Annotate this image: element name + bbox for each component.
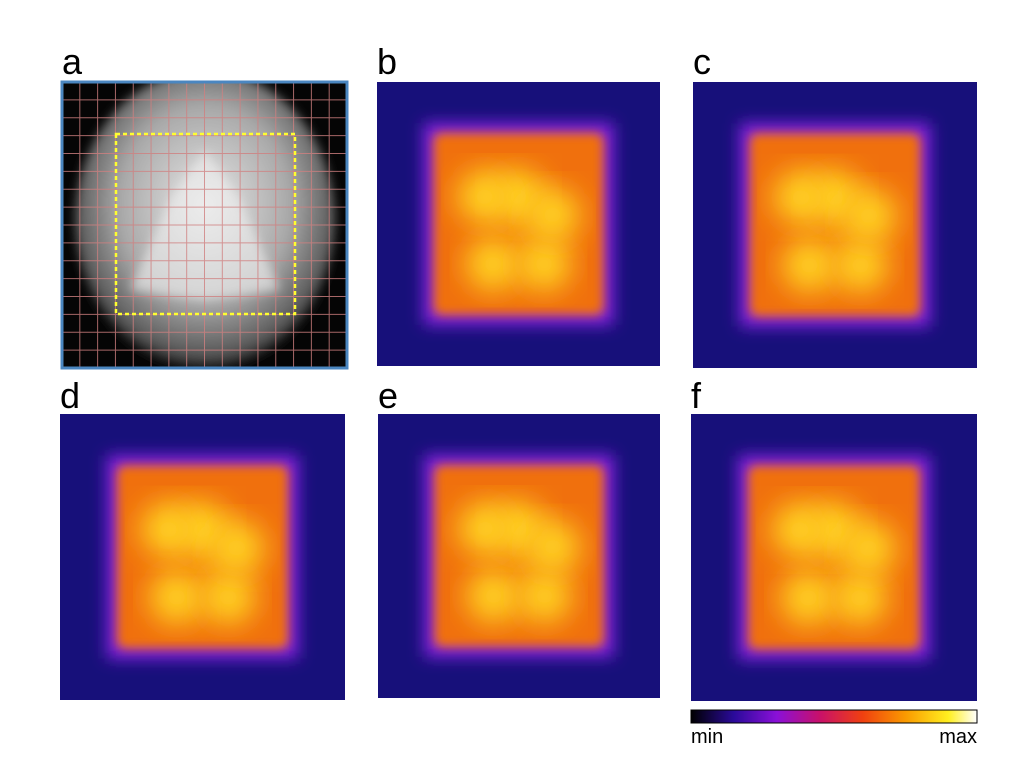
hot-spot <box>457 169 512 224</box>
colorbar-max: max <box>939 726 977 748</box>
hot-spot <box>840 520 896 576</box>
hot-spot <box>780 570 836 626</box>
hot-spot <box>772 502 828 558</box>
heat-map <box>693 82 977 368</box>
heat-image <box>60 414 345 700</box>
panel-label: d <box>60 375 80 416</box>
heat-image <box>693 82 977 368</box>
hot-spot <box>525 187 580 243</box>
heat-map <box>378 414 660 698</box>
hot-spot <box>773 170 829 225</box>
heat-image <box>378 414 660 698</box>
anatomical-image <box>60 80 349 370</box>
hot-spot <box>209 520 265 576</box>
colorbar <box>690 709 978 724</box>
hot-spot <box>525 519 580 574</box>
hot-spot <box>832 570 888 626</box>
heat-map <box>691 414 977 701</box>
heat-map <box>377 82 660 366</box>
hot-spot <box>516 236 572 292</box>
heat-maps <box>60 82 977 701</box>
hot-spot <box>140 502 196 557</box>
heat-map <box>60 414 345 700</box>
heat-image <box>691 414 977 701</box>
hot-spot <box>841 188 897 244</box>
colorbar-min: min <box>691 726 723 748</box>
hot-spot <box>782 238 837 293</box>
hot-spot <box>200 569 256 625</box>
panel-label: e <box>378 375 398 416</box>
hot-spot <box>466 568 521 624</box>
hot-spot <box>458 501 513 556</box>
panel-label: b <box>377 41 397 82</box>
panel-label: f <box>691 375 702 416</box>
hot-spot <box>149 569 205 625</box>
heat-image <box>377 82 660 366</box>
hot-spot <box>517 568 572 624</box>
panel-label: a <box>62 41 83 82</box>
panel-label: c <box>693 41 711 82</box>
hot-spot <box>465 236 521 292</box>
hot-spot <box>833 238 888 293</box>
